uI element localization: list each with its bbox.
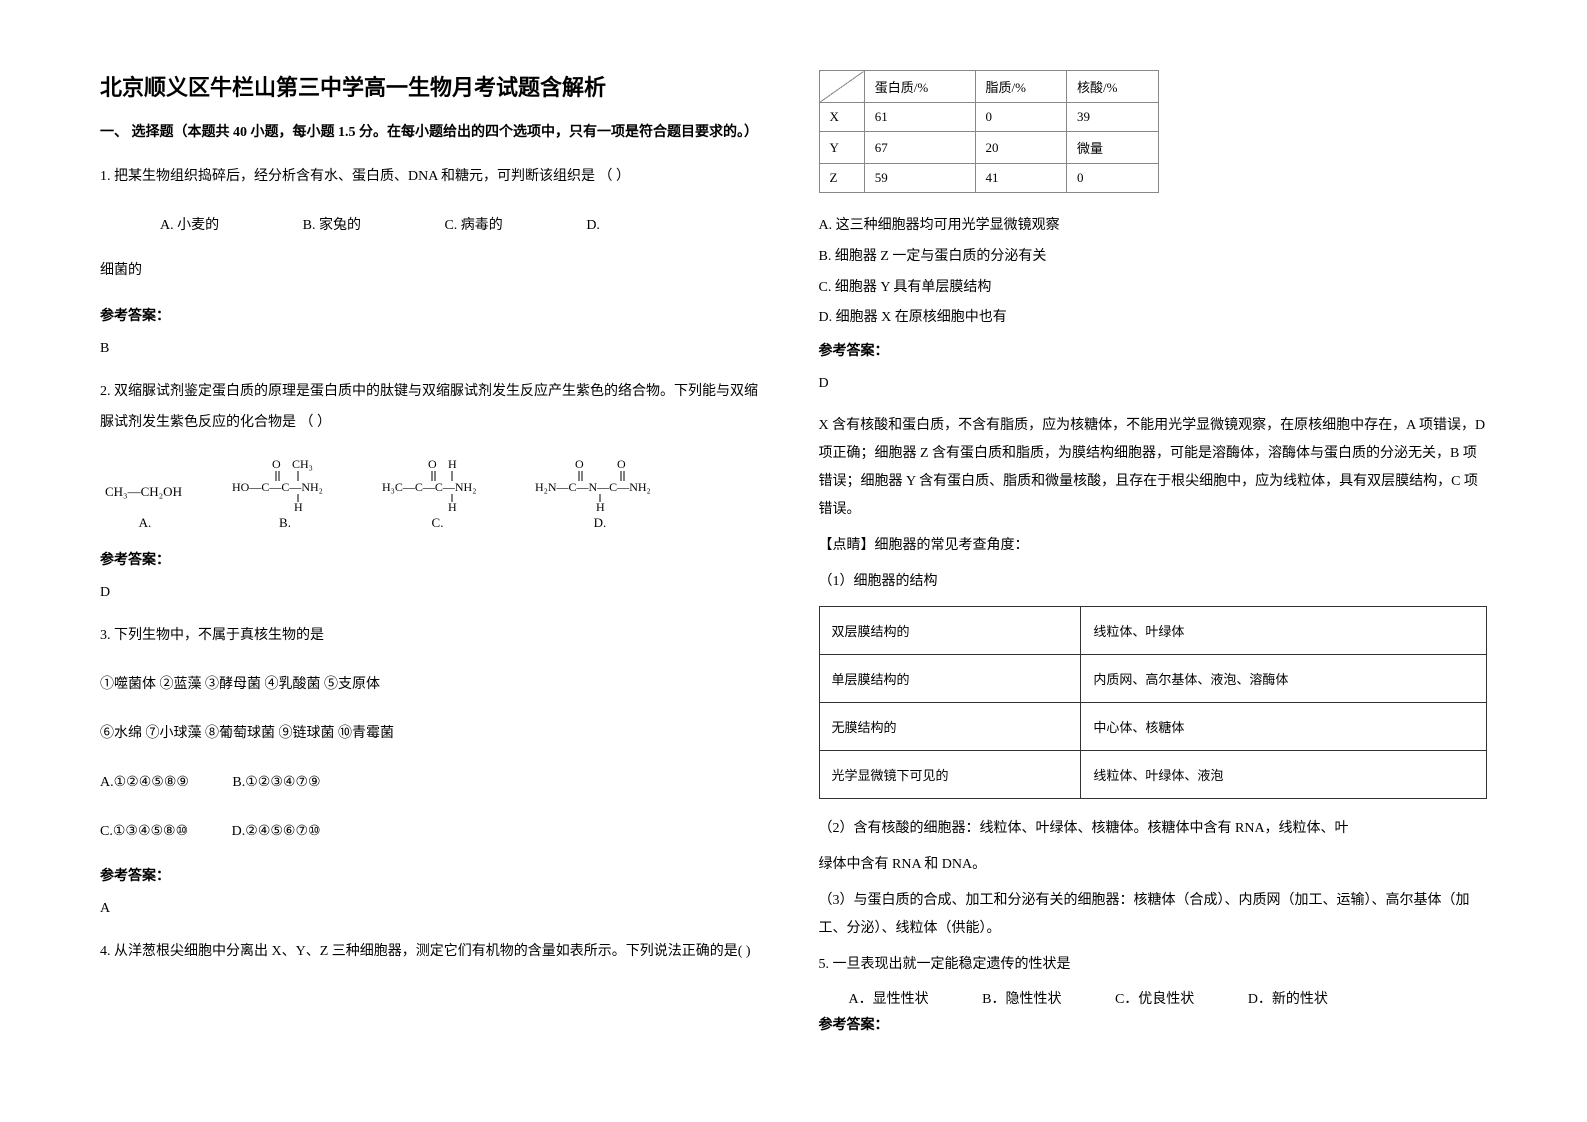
q5-opt-d: D．新的性状	[1248, 987, 1328, 1012]
chem-a: CH₃—CH₂OH A.	[100, 466, 190, 531]
svg-text:H: H	[448, 457, 457, 471]
q4-opt-a: A. 这三种细胞器均可用光学显微镜观察	[819, 211, 1488, 242]
q2-text: 2. 双缩脲试剂鉴定蛋白质的原理是蛋白质中的肽键与双缩脲试剂发生反应产生紫色的络…	[100, 377, 769, 439]
table-row: Y 67 20 微量	[819, 132, 1158, 164]
q4-sub2a: （2）含有核酸的细胞器：线粒体、叶绿体、核糖体。核糖体中含有 RNA，线粒体、叶	[819, 815, 1488, 843]
q3-opts-row1: A.①②④⑤⑧⑨ B.①②③④⑦⑨	[100, 768, 769, 799]
table-row: X 61 0 39	[819, 103, 1158, 132]
q4-sub2b: 绿体中含有 RNA 和 DNA。	[819, 851, 1488, 879]
q2-answer: D	[100, 585, 769, 601]
svg-text:H: H	[448, 500, 457, 511]
svg-text:O: O	[272, 457, 281, 471]
q4-opt-c: C. 细胞器 Y 具有单层膜结构	[819, 273, 1488, 304]
table-header-diag	[819, 71, 864, 103]
q4-opt-b: B. 细胞器 Z 一定与蛋白质的分泌有关	[819, 242, 1488, 273]
table-row: 单层膜结构的 内质网、高尔基体、液泡、溶酶体	[819, 655, 1487, 703]
page-title: 北京顺义区牛栏山第三中学高一生物月考试题含解析	[100, 70, 769, 102]
q5-text: 5. 一旦表现出就一定能稳定遗传的性状是	[819, 951, 1488, 979]
chem-c: OH H₃C—C—C—NH₂ H C.	[380, 456, 495, 531]
table-header-row: 蛋白质/% 脂质/% 核酸/%	[819, 71, 1158, 103]
chem-label-d: D.	[535, 515, 665, 531]
q5-answer-label: 参考答案：	[819, 1014, 1488, 1034]
table-row: 光学显微镜下可见的 线粒体、叶绿体、液泡	[819, 751, 1487, 799]
q4-structure-table: 双层膜结构的 线粒体、叶绿体 单层膜结构的 内质网、高尔基体、液泡、溶酶体 无膜…	[819, 606, 1488, 799]
svg-text:H₂N—C—N—C—NH₂: H₂N—C—N—C—NH₂	[535, 480, 651, 494]
q4-explain: X 含有核酸和蛋白质，不含有脂质，应为核糖体，不能用光学显微镜观察，在原核细胞中…	[819, 412, 1488, 524]
q4-point: 【点睛】细胞器的常见考查角度：	[819, 532, 1488, 560]
q1-opt-c: C. 病毒的	[444, 211, 502, 242]
q4-sub3: （3）与蛋白质的合成、加工和分泌有关的细胞器：核糖体（合成）、内质网（加工、运输…	[819, 887, 1488, 943]
q1-opt-b: B. 家兔的	[303, 211, 361, 242]
q5-opt-c: C．优良性状	[1115, 987, 1194, 1012]
q3-opt-a: A.①②④⑤⑧⑨	[100, 768, 189, 799]
chem-label-a: A.	[100, 515, 190, 531]
q5-options: A．显性性状 B．隐性性状 C．优良性状 D．新的性状	[819, 987, 1488, 1012]
q2-answer-label: 参考答案：	[100, 549, 769, 569]
q1-answer-label: 参考答案：	[100, 305, 769, 325]
table-row: 无膜结构的 中心体、核糖体	[819, 703, 1487, 751]
q3-opt-c: C.①③④⑤⑧⑩	[100, 817, 188, 848]
th-protein: 蛋白质/%	[864, 71, 975, 103]
q1-opt-a: A. 小麦的	[160, 211, 219, 242]
q1-text: 1. 把某生物组织捣碎后，经分析含有水、蛋白质、DNA 和糖元，可判断该组织是 …	[100, 162, 769, 193]
svg-text:HO—C—C—NH₂: HO—C—C—NH₂	[232, 480, 323, 494]
chem-formula-b-icon: O CH₃ HO—C—C—NH₂ H	[230, 456, 340, 511]
table-row: 双层膜结构的 线粒体、叶绿体	[819, 607, 1487, 655]
q1-options: A. 小麦的 B. 家兔的 C. 病毒的 D.	[100, 211, 769, 242]
svg-text:H₃C—C—C—NH₂: H₃C—C—C—NH₂	[382, 480, 476, 494]
q1-opt-d-prefix: D.	[586, 218, 600, 233]
svg-text:H: H	[294, 500, 303, 511]
chem-formula-c-icon: OH H₃C—C—C—NH₂ H	[380, 456, 495, 511]
right-column: 蛋白质/% 脂质/% 核酸/% X 61 0 39 Y 67 20 微量 Z 5…	[819, 70, 1488, 1082]
q1-answer: B	[100, 341, 769, 357]
q4-opt-d: D. 细胞器 X 在原核细胞中也有	[819, 303, 1488, 334]
q3-opt-b: B.①②③④⑦⑨	[232, 775, 320, 790]
q2-chem-structures: CH₃—CH₂OH A. OCH₃ HO—C—C—NH₂ H B. OH H₃C…	[100, 456, 769, 531]
q3-line1: ①噬菌体 ②蓝藻 ③酵母菌 ④乳酸菌 ⑤支原体	[100, 670, 769, 701]
svg-text:CH₃: CH₃	[292, 457, 313, 471]
q3-line2: ⑥水绵 ⑦小球藻 ⑧葡萄球菌 ⑨链球菌 ⑩青霉菌	[100, 719, 769, 750]
chem-d: O O H₂N—C—N—C—NH₂ H D.	[535, 456, 665, 531]
svg-text:O: O	[428, 457, 437, 471]
chem-formula-d-icon: O O H₂N—C—N—C—NH₂ H	[535, 456, 665, 511]
chem-formula-a-icon: CH₃—CH₂OH	[100, 466, 190, 511]
table-row: Z 59 41 0	[819, 164, 1158, 193]
q1-opt-d-text: 细菌的	[100, 256, 769, 287]
q3-opt-d: D.②④⑤⑥⑦⑩	[232, 824, 321, 839]
q5-opt-a: A．显性性状	[849, 987, 929, 1012]
chem-label-b: B.	[230, 515, 340, 531]
q3-answer: A	[100, 901, 769, 917]
q4-sub1: （1）细胞器的结构	[819, 568, 1488, 596]
q5-opt-b: B．隐性性状	[982, 987, 1061, 1012]
q3-answer-label: 参考答案：	[100, 865, 769, 885]
chem-label-c: C.	[380, 515, 495, 531]
q4-answer-label: 参考答案：	[819, 340, 1488, 360]
svg-text:CH₃—CH₂OH: CH₃—CH₂OH	[105, 484, 182, 499]
q4-text: 4. 从洋葱根尖细胞中分离出 X、Y、Z 三种细胞器，测定它们有机物的含量如表所…	[100, 937, 769, 968]
chem-b: O CH₃ HO—C—C—NH₂ H B.	[230, 456, 340, 531]
th-nucleic: 核酸/%	[1067, 71, 1158, 103]
q3-text: 3. 下列生物中，不属于真核生物的是	[100, 621, 769, 652]
svg-text:H: H	[596, 500, 605, 511]
svg-text:O: O	[575, 457, 584, 471]
q3-opts-row2: C.①③④⑤⑧⑩ D.②④⑤⑥⑦⑩	[100, 817, 769, 848]
q4-data-table: 蛋白质/% 脂质/% 核酸/% X 61 0 39 Y 67 20 微量 Z 5…	[819, 70, 1159, 193]
left-column: 北京顺义区牛栏山第三中学高一生物月考试题含解析 一、 选择题（本题共 40 小题…	[100, 70, 769, 1082]
svg-text:O: O	[617, 457, 626, 471]
th-lipid: 脂质/%	[975, 71, 1066, 103]
section-heading: 一、 选择题（本题共 40 小题，每小题 1.5 分。在每小题给出的四个选项中，…	[100, 122, 769, 144]
q4-answer: D	[819, 376, 1488, 392]
